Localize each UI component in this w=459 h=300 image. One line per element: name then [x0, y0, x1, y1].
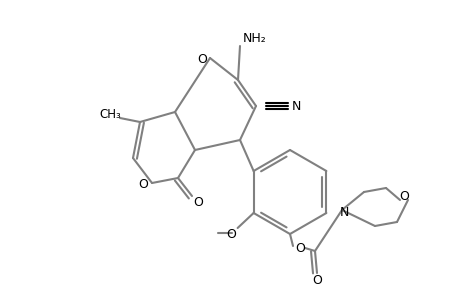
- Text: O: O: [311, 274, 321, 287]
- Text: N: N: [339, 206, 348, 220]
- Text: NH₂: NH₂: [243, 32, 266, 44]
- Text: O: O: [196, 52, 207, 65]
- Text: N: N: [291, 100, 300, 112]
- Text: CH₃: CH₃: [99, 107, 121, 121]
- Text: O: O: [294, 242, 304, 256]
- Text: O: O: [398, 190, 408, 202]
- Text: O: O: [193, 196, 202, 208]
- Text: O: O: [138, 178, 148, 191]
- Text: O: O: [226, 229, 236, 242]
